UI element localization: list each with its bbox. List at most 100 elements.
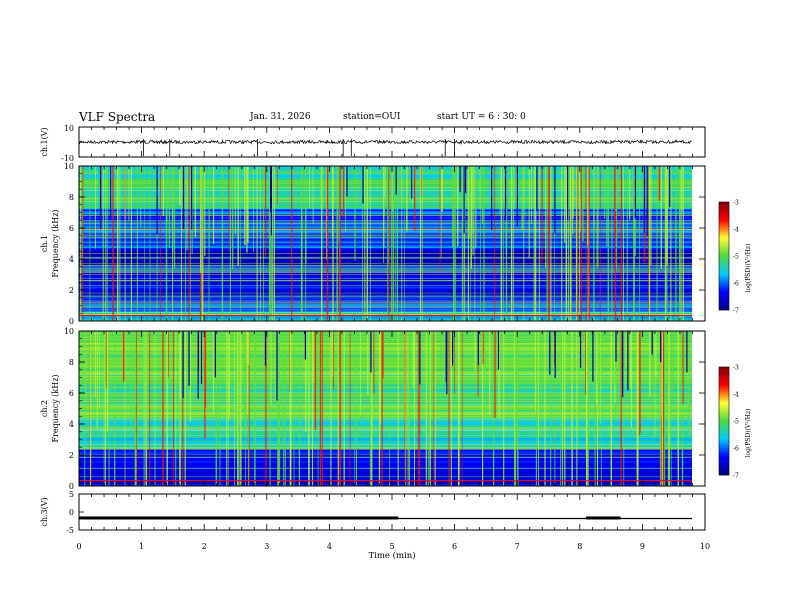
ch2-spectrogram-colorbar-cell <box>719 422 729 425</box>
ch3-ytick-label: -5 <box>66 526 74 535</box>
ch2-spectrogram-colorbar-cell <box>719 395 729 398</box>
ch1-spectrogram-band <box>79 266 692 269</box>
ch2-spectrogram-colorbar-cell <box>719 372 729 375</box>
ch2-spectrogram-colorbar-cell <box>719 419 729 422</box>
ch2-spectrogram-band <box>79 451 692 454</box>
ch2-spectrogram-band <box>79 419 692 422</box>
ch1-spectrogram-band <box>79 203 692 206</box>
xtick-label: 1 <box>139 542 144 551</box>
ch2-spectrogram-band <box>79 430 692 433</box>
ch2-spectrogram-colorbar-cell <box>719 444 729 447</box>
ch1-spectrogram-band <box>79 245 692 247</box>
ch2-spectrogram-colorbar-cell <box>719 439 729 442</box>
ch1-spectrogram-colorbar-cell <box>719 220 729 223</box>
ch2-spectrogram-band <box>79 431 692 434</box>
ch1-spectrogram-colorbar-cell <box>719 205 729 208</box>
ch1-spectrogram-colorbar-cell <box>719 304 729 307</box>
ch2-spectrogram-colorbar-cell <box>719 431 729 434</box>
ch1-spectrogram-colorbar-cell <box>719 229 729 232</box>
ch3-ytick-label: 5 <box>69 490 74 499</box>
ch1-spectrogram-band <box>79 297 692 300</box>
ch2-spectrogram-band <box>79 425 692 428</box>
ch1-spectrogram-band <box>79 269 692 272</box>
ch1-spectrogram-band <box>79 310 692 313</box>
ch1-spectrogram-colorbar-cell <box>719 292 729 295</box>
ch2-spectrogram-ytick-label: 4 <box>69 420 74 429</box>
ch2-spectrogram-band <box>79 405 692 408</box>
ch2-spectrogram-band <box>79 369 692 372</box>
ch2-spectrogram-colorbar-cell <box>719 381 729 384</box>
ch2-spectrogram-colorbar-cell <box>719 376 729 379</box>
ch1-spectrogram-band <box>79 303 692 306</box>
ch2-spectrogram-band <box>79 414 692 417</box>
ch1-spectrogram-band <box>79 212 692 215</box>
ch1-spectrogram-ytick-label: 10 <box>64 162 74 171</box>
ch2-spectrogram-band <box>79 459 692 462</box>
ch2-spectrogram-band <box>79 402 692 405</box>
ch1-spectrogram-band <box>79 251 692 254</box>
ch1-spectrogram-colorbar-frame <box>718 201 730 311</box>
ch1-spectrogram-colorbar-cell <box>719 202 729 205</box>
ch1-spectrogram-band <box>79 201 692 204</box>
ch2-spectrogram-colorbar-cell <box>719 430 729 433</box>
ch2-spectrogram-band <box>79 363 692 366</box>
xtick-label: 6 <box>452 542 457 551</box>
ch3-ylabel: ch.3(V) <box>40 497 49 526</box>
ch2-spectrogram-ytick-label: 2 <box>69 451 74 460</box>
ch2-spectrogram-colorbar-cell <box>719 406 729 409</box>
ch1-spectrogram-colorbar-cell <box>719 236 729 239</box>
ch2-spectrogram-band <box>79 375 692 378</box>
ch2-spectrogram-colorbar-label: log(PSD)(V²/Hz) <box>745 409 752 458</box>
ch1-spectrogram-band <box>79 221 692 224</box>
ch2-spectrogram-band <box>79 411 692 414</box>
ch1-spectrogram-image <box>78 165 705 322</box>
ch2-spectrogram-band <box>79 472 692 474</box>
ch2-spectrogram-band <box>79 461 692 464</box>
ch1-spectrogram-band <box>79 243 692 246</box>
ch1-spectrogram-colorbar-cell <box>719 216 729 219</box>
ch1-spectrogram-colorbar-label: log(PSD)(V²/Hz) <box>745 244 752 293</box>
ch2-spectrogram-band <box>79 344 692 347</box>
ch1-spectrogram-band <box>79 228 692 230</box>
ch1-spectrogram-band <box>79 279 692 282</box>
ch1-spectrogram-colorbar-cell <box>719 274 729 277</box>
ch2-spectrogram-colorbar-cell <box>719 367 729 370</box>
ch1-spectrogram-band <box>79 260 692 263</box>
ch2-spectrogram-band <box>79 464 692 467</box>
ch1-spectrogram-band <box>79 255 692 258</box>
ch1-spectrogram-band <box>79 296 692 299</box>
ch2-spectrogram-band <box>79 437 692 440</box>
ch1-spectrogram-colorbar-cell <box>719 209 729 212</box>
ch1-spectrogram-band <box>79 290 692 292</box>
ch2-spectrogram-colorbar-tick: -3 <box>733 365 739 372</box>
ch2-spectrogram-colorbar-cell <box>719 392 729 395</box>
ch2-spectrogram-band <box>79 393 692 395</box>
ch1-spectrogram-band <box>79 224 692 227</box>
ch1-spectrogram-colorbar-cell <box>719 275 729 278</box>
ch3-ytick-label: 0 <box>69 508 74 517</box>
xtick-label: 3 <box>264 542 269 551</box>
start-time-label: start UT = 6 : 30: 0 <box>437 112 526 122</box>
ch2-spectrogram-band <box>79 455 692 457</box>
ch2-spectrogram-colorbar-cell <box>719 451 729 454</box>
ch2-spectrogram-colorbar-cell <box>719 469 729 472</box>
ch2-spectrogram-band <box>79 346 692 349</box>
ch2-spectrogram-band <box>79 391 692 394</box>
ch1-spectrogram-band <box>79 302 692 305</box>
ch1-spectrogram-colorbar-cell <box>719 238 729 241</box>
ch1-spectrogram-band <box>79 240 692 243</box>
ch1-spectrogram-colorbar-cell <box>719 306 729 309</box>
ch2-spectrogram-band <box>79 360 692 363</box>
ch2-spectrogram-colorbar-cell <box>719 466 729 469</box>
ch2-spectrogram-band <box>79 420 692 423</box>
ch2-spectrogram-ylabel: ch.2 <box>40 400 49 417</box>
ch2-spectrogram-colorbar-cell <box>719 368 729 371</box>
ch2-spectrogram-band <box>79 439 692 442</box>
ch1-spectrogram-band <box>79 276 692 278</box>
ch2-spectrogram-band <box>79 458 692 461</box>
ch1-spectrogram-band <box>79 217 692 220</box>
ch1-spectrogram-colorbar-cell <box>719 281 729 284</box>
ch1-waveform-trace <box>78 139 692 145</box>
ch1-spectrogram-band <box>79 204 692 207</box>
ch1-spectrogram-colorbar-cell <box>719 256 729 259</box>
